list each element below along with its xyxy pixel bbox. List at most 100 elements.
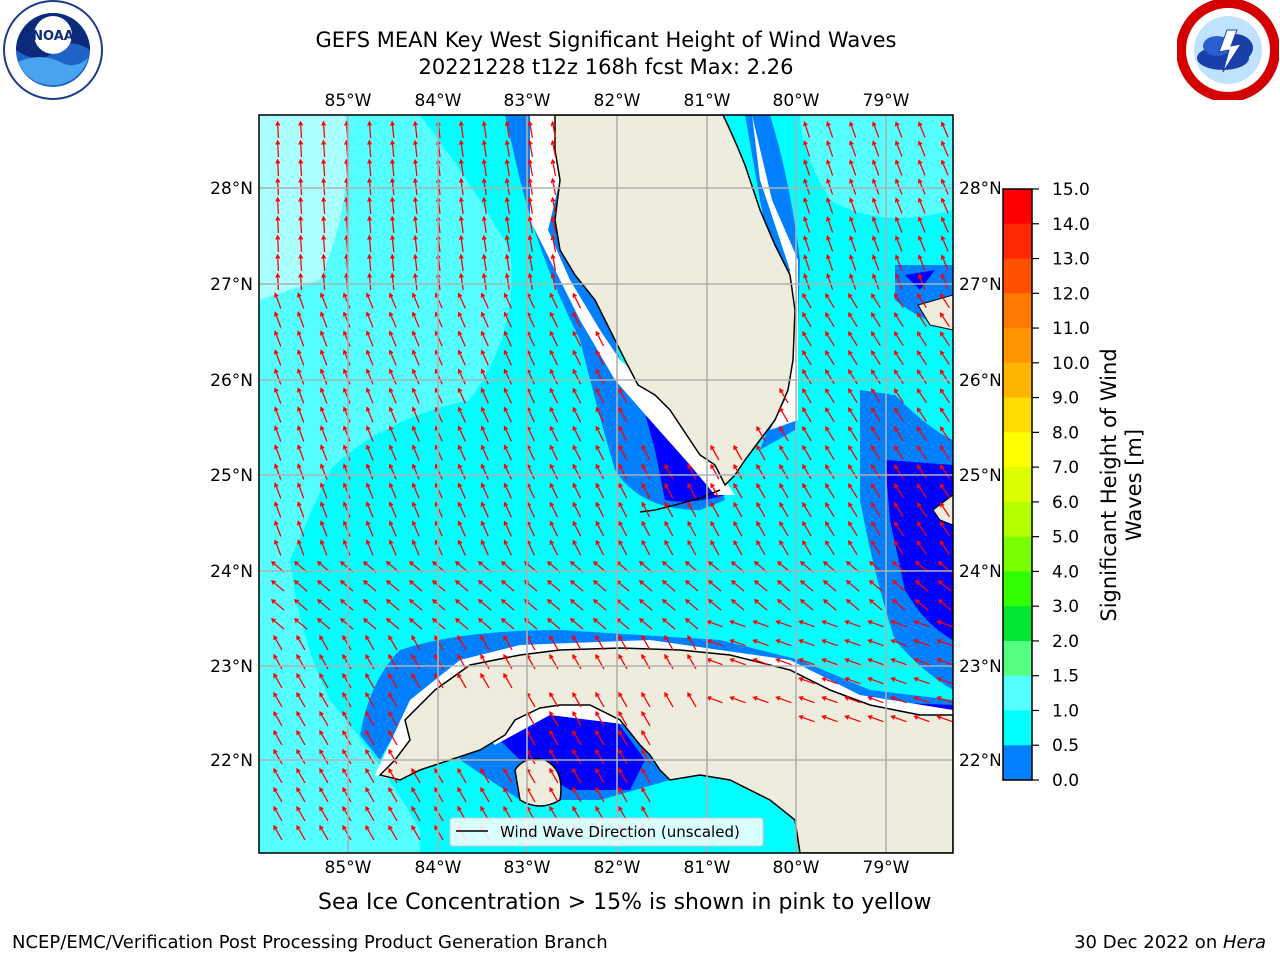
wave-direction-arrow-571: [316, 580, 331, 592]
wave-direction-arrow-524: [618, 539, 628, 556]
wave-direction-arrow-736: [936, 677, 953, 685]
footer-date: 30 Dec 2022 on Hera: [1074, 932, 1266, 953]
wave-direction-arrow-341: [388, 425, 397, 442]
wave-direction-arrow-132: [550, 234, 557, 253]
colorbar-tick-label-6: 9.0: [1052, 389, 1079, 409]
wave-direction-arrow-19: [940, 121, 949, 138]
wave-direction-arrow-500: [756, 520, 766, 537]
wave-direction-arrow-620: [753, 599, 768, 611]
wave-direction-arrow-377: [641, 444, 651, 461]
colorbar-label-line1: Significant Height of Wind: [1097, 348, 1121, 621]
wave-direction-arrow-369: [457, 444, 466, 461]
wave-direction-arrow-284: [870, 369, 881, 385]
wave-direction-arrow-820: [618, 767, 628, 784]
wave-direction-arrow-727: [457, 672, 467, 689]
wave-direction-arrow-162: [321, 272, 327, 291]
wave-direction-arrow-346: [503, 425, 512, 442]
wave-direction-arrow-62: [321, 177, 327, 196]
wave-direction-arrow-379: [733, 444, 743, 461]
wave-direction-arrow-2: [321, 120, 327, 139]
wave-direction-arrow-756: [821, 696, 838, 704]
wave-direction-arrow-837: [618, 786, 628, 803]
wave-direction-arrow-56: [871, 159, 880, 176]
wave-direction-arrow-55: [849, 159, 857, 176]
wave-direction-arrow-429: [503, 482, 512, 499]
wave-direction-arrow-461: [549, 501, 559, 518]
wave-direction-arrow-30: [504, 139, 510, 158]
wave-direction-arrow-1: [298, 120, 304, 139]
wave-direction-arrow-766: [365, 710, 375, 727]
wave-direction-arrow-109: [481, 215, 487, 233]
wave-direction-arrow-0: [275, 120, 281, 139]
wave-direction-arrow-631: [316, 618, 331, 630]
footer-machine: Hera: [1222, 932, 1266, 953]
wave-direction-arrow-336: [273, 425, 282, 442]
wave-direction-arrow-313: [296, 406, 305, 423]
graticule: [259, 115, 953, 853]
wave-direction-arrow-250: [411, 349, 420, 366]
wave-direction-arrow-362: [296, 444, 305, 461]
wave-direction-arrow-531: [779, 539, 789, 556]
wave-direction-arrow-536: [893, 540, 904, 556]
wave-direction-arrow-407: [687, 463, 697, 480]
wave-direction-arrow-425: [411, 482, 420, 499]
lat-label-left-28n: 28°N: [210, 179, 253, 199]
wave-direction-arrow-395: [411, 463, 420, 480]
wave-direction-arrow-31: [527, 139, 534, 158]
wave-direction-arrow-311: [939, 388, 950, 404]
wave-direction-arrow-499: [733, 520, 743, 537]
wave-direction-arrow-394: [388, 463, 397, 480]
wave-direction-arrow-598: [937, 580, 952, 592]
wave-direction-arrow-9: [481, 120, 487, 138]
wave-direction-arrow-271: [388, 368, 397, 385]
wave-direction-arrow-182: [319, 292, 328, 309]
wave-direction-arrow-762: [273, 710, 283, 727]
wave-direction-arrow-282: [825, 369, 835, 385]
wave-direction-arrow-483: [365, 520, 374, 537]
wave-direction-arrow-21: [298, 139, 304, 158]
wind-wave-direction-arrows: [270, 120, 953, 841]
colorbar-tick-label-17: 0.0: [1052, 771, 1079, 791]
wave-direction-arrow-198: [893, 293, 904, 309]
lon-label-top-80w: 80°W: [773, 91, 820, 111]
wave-direction-arrow-800: [549, 748, 559, 765]
wave-direction-arrow-453: [365, 501, 374, 518]
wave-direction-arrow-839: [273, 805, 283, 822]
wave-direction-arrow-356: [848, 426, 858, 442]
wave-direction-arrow-252: [457, 349, 466, 366]
wave-direction-arrow-144: [367, 253, 373, 272]
wave-direction-arrow-570: [293, 580, 308, 592]
wave-direction-arrow-617: [684, 599, 699, 611]
wave-direction-arrow-526: [664, 539, 674, 556]
wave-direction-arrow-373: [549, 444, 559, 461]
wave-direction-arrow-595: [868, 580, 883, 592]
wave-direction-arrow-859: [342, 824, 352, 841]
wave-direction-arrow-293: [388, 387, 397, 404]
wave-direction-arrow-36: [871, 140, 880, 157]
wave-direction-arrow-720: [296, 672, 306, 689]
wave-direction-arrow-399: [503, 463, 512, 480]
wave-direction-arrow-8: [458, 120, 464, 138]
wave-direction-arrow-349: [572, 425, 582, 442]
wave-direction-arrow-443: [825, 483, 835, 499]
wave-direction-arrow-432: [572, 482, 582, 499]
wave-direction-arrow-310: [916, 388, 927, 404]
wave-direction-arrow-642: [569, 618, 584, 630]
coastal-band-east-florida: [752, 115, 798, 430]
wave-direction-arrow-718: [936, 658, 953, 666]
wave-direction-arrow-49: [481, 158, 487, 176]
wave-direction-arrow-493: [595, 520, 605, 537]
wave-direction-arrow-746: [595, 691, 605, 708]
wave-direction-arrow-42: [321, 158, 327, 177]
wave-direction-arrow-496: [664, 520, 674, 537]
colorbar-tick-label-15: 1.0: [1052, 702, 1079, 722]
wave-direction-arrow-28: [458, 139, 464, 157]
wave-direction-arrow-711: [775, 658, 792, 666]
wave-direction-arrow-364: [342, 444, 351, 461]
wave-direction-arrow-597: [914, 580, 929, 592]
wave-direction-arrow-537: [916, 540, 927, 556]
wave-direction-arrow-485: [411, 520, 420, 537]
wave-direction-arrow-773: [641, 710, 651, 727]
wave-direction-arrow-583: [592, 580, 607, 592]
wave-direction-arrow-57: [894, 159, 903, 176]
